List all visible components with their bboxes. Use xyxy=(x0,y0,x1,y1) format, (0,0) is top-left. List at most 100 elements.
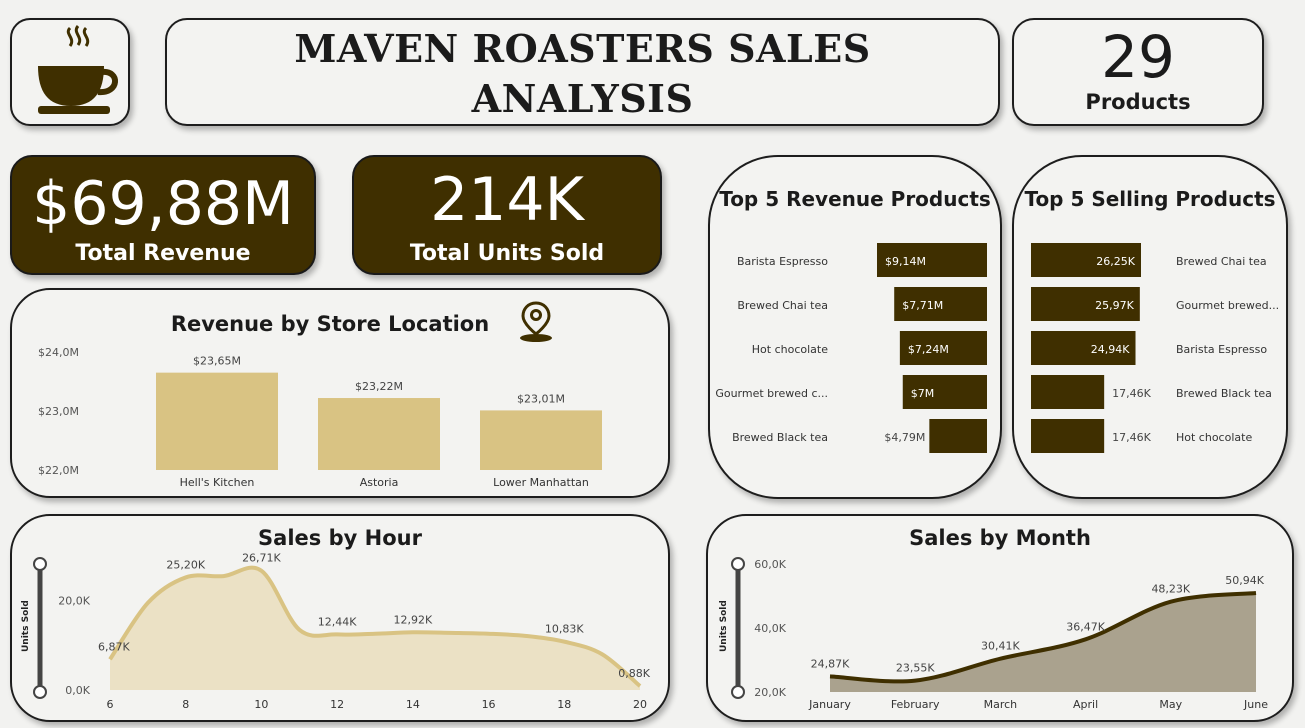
monthly-point-label: 23,55K xyxy=(896,662,935,675)
revenue-product-value: $7M xyxy=(911,387,935,400)
x-tick-label: 12 xyxy=(330,698,344,711)
selling-product-bar xyxy=(1031,243,1141,277)
monthly-sales-chart: Units Sold 60,0K 40,0K 20,0K January February… xyxy=(719,557,1268,711)
selling-product-bar xyxy=(1031,419,1105,453)
revenue-product-name: Brewed Chai tea xyxy=(737,299,828,312)
selling-product-name: Barista Espresso xyxy=(1176,343,1267,356)
products-label: Products xyxy=(1085,90,1191,114)
x-tick-label: 20 xyxy=(633,698,647,711)
page-title: MAVEN ROASTERS SALES ANALYSIS xyxy=(294,26,871,121)
selling-product-name: Gourmet brewed... xyxy=(1176,299,1279,312)
logo-card xyxy=(10,18,130,126)
revenue-product-value: $7,24M xyxy=(908,343,949,356)
y-axis-title: Units Sold xyxy=(719,600,729,652)
revenue-product-name: Hot chocolate xyxy=(752,343,828,356)
total-units-value: 214K xyxy=(430,165,584,235)
hourly-area xyxy=(110,567,640,690)
monthly-point-label: 36,47K xyxy=(1066,620,1105,633)
selling-product-value: 17,46K xyxy=(1112,387,1151,400)
hourly-point-label: 6,87K xyxy=(98,640,130,653)
hourly-point-label: 25,20K xyxy=(166,558,205,571)
top-revenue-title: Top 5 Revenue Products xyxy=(719,187,991,211)
hourly-point-label: 0,88K xyxy=(618,667,650,680)
hourly-point-label: 10,83K xyxy=(545,623,584,636)
hourly-line xyxy=(108,565,642,688)
revenue-product-value: $4,79M xyxy=(884,431,925,444)
monthly-point-label: 50,94K xyxy=(1225,574,1264,587)
top-selling-card: Top 5 Selling Products 26,25K Brewed Chai… xyxy=(1012,155,1288,499)
revenue-product-bar xyxy=(929,419,987,453)
selling-product-name: Brewed Black tea xyxy=(1176,387,1272,400)
store-bar xyxy=(156,372,278,470)
store-revenue-chart: $24,0M $23,0M $22,0M $23,65M Hell's Kitchen $… xyxy=(38,346,602,489)
revenue-product-value: $9,14M xyxy=(885,255,926,268)
top-selling-title: Top 5 Selling Products xyxy=(1024,187,1276,211)
selling-product-value: 26,25K xyxy=(1096,255,1135,268)
axis-slider-handle xyxy=(33,557,47,571)
y-tick-label: $23,0M xyxy=(38,405,79,418)
x-tick-label: April xyxy=(1073,698,1098,711)
store-bar-label: $23,65M xyxy=(193,355,241,368)
y-tick-label: 60,0K xyxy=(754,558,786,571)
y-tick-label: $24,0M xyxy=(38,346,79,359)
y-axis-title: Units Sold xyxy=(21,600,31,652)
store-category-label: Hell's Kitchen xyxy=(180,476,255,489)
y-tick-label: $22,0M xyxy=(38,464,79,477)
store-revenue-card: Revenue by Store Location $24,0M $23,0M $2… xyxy=(10,288,670,498)
store-category-label: Lower Manhattan xyxy=(493,476,589,489)
x-tick-label: June xyxy=(1243,698,1268,711)
selling-product-bar xyxy=(1031,287,1140,321)
store-bar xyxy=(480,410,602,470)
total-revenue-value: $69,88M xyxy=(32,169,294,239)
selling-product-value: 25,97K xyxy=(1095,299,1134,312)
hourly-point-label: 12,44K xyxy=(318,615,357,628)
store-revenue-title: Revenue by Store Location xyxy=(170,312,490,336)
revenue-product-bar xyxy=(894,287,987,321)
hourly-sales-chart: Units Sold 20,0K 0,0K 6 8 10 12 14 16 18 20 6,87K 25… xyxy=(21,552,651,711)
selling-product-name: Brewed Chai tea xyxy=(1176,255,1267,268)
x-tick-label: March xyxy=(984,698,1018,711)
revenue-product-name: Gourmet brewed c... xyxy=(715,387,828,400)
revenue-product-bar xyxy=(902,375,987,409)
x-tick-label: 16 xyxy=(482,698,496,711)
monthly-area xyxy=(830,592,1256,692)
axis-slider-handle xyxy=(731,557,745,571)
revenue-product-name: Brewed Black tea xyxy=(732,431,828,444)
store-bar xyxy=(318,398,440,470)
total-units-card: 214K Total Units Sold xyxy=(352,155,662,275)
total-units-label: Total Units Sold xyxy=(409,241,605,266)
revenue-product-value: $7,71M xyxy=(902,299,943,312)
hourly-sales-title: Sales by Hour xyxy=(258,526,422,550)
monthly-sales-title: Sales by Month xyxy=(909,526,1091,550)
total-revenue-label: Total Revenue xyxy=(75,241,251,266)
revenue-product-bar xyxy=(877,243,987,277)
x-tick-label: 10 xyxy=(254,698,268,711)
axis-slider-handle xyxy=(33,685,47,699)
y-tick-label: 20,0K xyxy=(58,595,90,608)
axis-slider-handle xyxy=(731,685,745,699)
selling-product-value: 17,46K xyxy=(1112,431,1151,444)
y-tick-label: 20,0K xyxy=(754,686,786,699)
store-category-label: Astoria xyxy=(360,476,399,489)
revenue-product-name: Barista Espresso xyxy=(737,255,828,268)
x-tick-label: February xyxy=(891,698,940,711)
selling-product-bar xyxy=(1031,375,1105,409)
monthly-sales-card: Sales by Month Units Sold 60,0K 40,0K 20,0K… xyxy=(706,514,1294,722)
hourly-point-label: 26,71K xyxy=(242,552,281,565)
hourly-sales-card: Sales by Hour Units Sold 20,0K 0,0K 6 8 10 12 1… xyxy=(10,514,670,722)
selling-product-bar xyxy=(1031,331,1136,365)
hourly-point-label: 12,92K xyxy=(393,613,432,626)
monthly-point-label: 30,41K xyxy=(981,640,1020,653)
top-revenue-card: Top 5 Revenue Products $9,14M Barista Esp… xyxy=(708,155,1002,499)
location-pin-icon xyxy=(520,301,552,342)
monthly-point-label: 48,23K xyxy=(1151,583,1190,596)
total-revenue-card: $69,88M Total Revenue xyxy=(10,155,316,275)
products-card: 29 Products xyxy=(1012,18,1264,126)
revenue-product-bar xyxy=(899,331,987,365)
selling-product-name: Hot chocolate xyxy=(1176,431,1252,444)
products-count: 29 xyxy=(1101,23,1175,91)
y-tick-label: 40,0K xyxy=(754,622,786,635)
x-tick-label: January xyxy=(808,698,851,711)
x-tick-label: 14 xyxy=(406,698,420,711)
selling-product-value: 24,94K xyxy=(1091,343,1130,356)
